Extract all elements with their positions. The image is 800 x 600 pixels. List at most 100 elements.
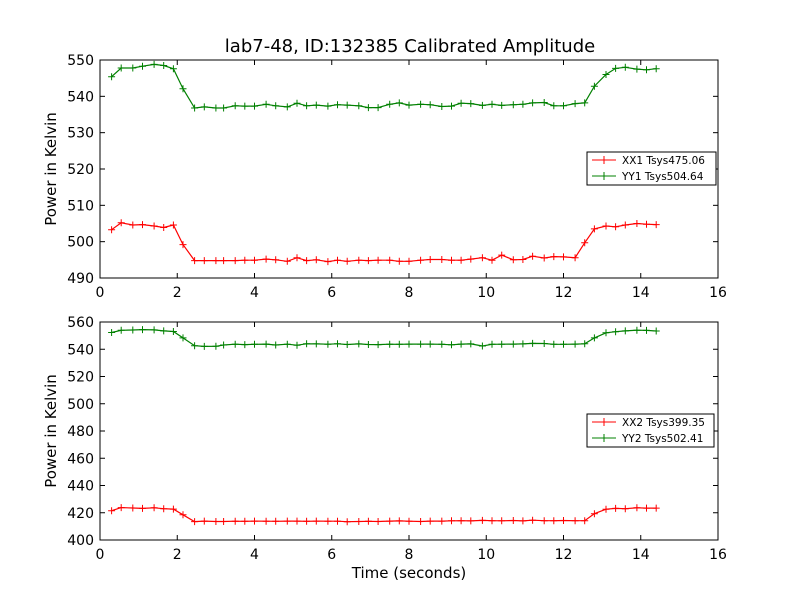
data-point-marker xyxy=(191,104,199,112)
data-point-marker xyxy=(590,510,598,518)
top-series-1 xyxy=(108,60,660,112)
data-point-marker xyxy=(438,340,446,348)
data-point-marker xyxy=(283,103,291,111)
data-point-marker xyxy=(355,102,363,110)
data-point-marker xyxy=(488,517,496,525)
data-point-marker xyxy=(139,326,146,334)
data-point-marker xyxy=(612,328,620,336)
data-point-marker xyxy=(262,517,270,525)
data-point-marker xyxy=(405,340,413,348)
y-tick-label: 480 xyxy=(67,424,94,440)
data-point-marker xyxy=(417,518,425,525)
legend-label: YY1 Tsys504.64 xyxy=(621,171,704,183)
data-point-marker xyxy=(612,223,620,231)
legend-swatch-marker xyxy=(600,172,608,180)
data-point-marker xyxy=(251,340,258,348)
x-tick-label: 14 xyxy=(632,547,650,563)
data-point-marker xyxy=(231,102,239,110)
data-point-marker xyxy=(150,326,158,334)
data-point-marker xyxy=(457,340,465,348)
data-point-marker xyxy=(293,341,301,349)
data-point-marker xyxy=(293,517,301,525)
data-point-marker xyxy=(334,101,341,109)
data-point-marker xyxy=(220,104,228,112)
x-tick-label: 10 xyxy=(477,285,495,301)
data-point-marker xyxy=(241,102,249,110)
data-point-marker xyxy=(129,221,137,229)
data-point-marker xyxy=(621,327,629,335)
legend-swatch-marker xyxy=(600,418,608,426)
data-point-marker xyxy=(395,517,403,525)
data-point-marker xyxy=(467,517,475,525)
data-point-marker xyxy=(386,256,394,264)
data-point-marker xyxy=(643,220,650,228)
data-point-marker xyxy=(467,255,475,263)
data-point-marker xyxy=(117,326,125,334)
data-point-marker xyxy=(550,102,558,110)
data-point-marker xyxy=(602,222,610,230)
data-point-marker xyxy=(643,504,650,512)
data-point-marker xyxy=(139,221,146,229)
data-point-marker xyxy=(220,341,228,349)
data-point-marker xyxy=(519,256,527,263)
data-point-marker xyxy=(509,256,517,264)
x-tick-label: 16 xyxy=(709,285,727,301)
data-point-marker xyxy=(343,518,351,526)
data-point-marker xyxy=(191,518,199,526)
data-point-marker xyxy=(200,257,208,265)
data-point-marker xyxy=(426,517,434,525)
data-point-marker xyxy=(108,329,116,336)
data-point-marker xyxy=(262,100,270,108)
y-tick-label: 500 xyxy=(67,235,94,251)
data-point-marker xyxy=(581,340,589,348)
data-point-marker xyxy=(550,340,558,348)
data-point-marker xyxy=(395,257,403,265)
y-tick-label: 420 xyxy=(67,506,94,522)
data-point-marker xyxy=(448,256,455,264)
data-point-marker xyxy=(312,101,320,109)
data-point-marker xyxy=(251,256,258,264)
data-point-marker xyxy=(571,340,579,348)
data-point-marker xyxy=(324,258,332,266)
bottom-subplot: 0 2 4 6 8 10 12 14 16 400 420 440 460 480 500 520 540 560… xyxy=(42,315,727,582)
x-tick-label: 14 xyxy=(632,285,650,301)
x-tick-label: 4 xyxy=(250,547,259,563)
data-point-marker xyxy=(540,517,548,525)
data-point-marker xyxy=(612,64,620,72)
data-point-marker xyxy=(509,340,517,348)
data-point-marker xyxy=(129,64,137,72)
data-point-marker xyxy=(334,256,341,264)
data-point-marker xyxy=(386,100,394,108)
y-tick-label: 440 xyxy=(67,479,94,495)
data-point-marker xyxy=(438,517,446,525)
x-tick-label: 12 xyxy=(555,547,573,563)
x-tick-label: 2 xyxy=(173,547,182,563)
data-point-marker xyxy=(160,327,168,335)
data-point-marker xyxy=(364,341,372,348)
data-point-marker xyxy=(251,517,258,525)
bottom-series-layer xyxy=(108,326,660,526)
x-tick-label: 12 xyxy=(555,285,573,301)
data-point-marker xyxy=(293,254,301,262)
data-point-marker xyxy=(633,504,641,512)
data-point-marker xyxy=(478,101,486,109)
data-point-marker xyxy=(200,517,208,525)
data-point-marker xyxy=(652,65,660,73)
data-point-marker xyxy=(262,340,270,348)
data-point-marker xyxy=(621,221,629,229)
data-point-marker xyxy=(633,220,641,227)
data-point-marker xyxy=(509,101,517,109)
data-point-marker xyxy=(220,257,228,265)
top-y-axis-label: Power in Kelvin xyxy=(42,112,60,226)
figure-title: lab7-48, ID:132385 Calibrated Amplitude xyxy=(225,36,595,57)
data-point-marker xyxy=(643,66,650,74)
top-legend-entry-xx1: XX1 Tsys475.06 xyxy=(592,155,705,167)
y-tick-label: 460 xyxy=(67,451,94,467)
data-point-marker xyxy=(652,221,660,229)
data-point-marker xyxy=(448,102,455,110)
y-tick-label: 530 xyxy=(67,126,94,142)
bottom-tick-layer: 0 2 4 6 8 10 12 14 16 400 420 440 460 480 500 520 540 560 xyxy=(67,315,727,563)
data-point-marker xyxy=(448,517,455,525)
data-point-marker xyxy=(231,340,239,348)
data-point-marker xyxy=(150,504,158,512)
